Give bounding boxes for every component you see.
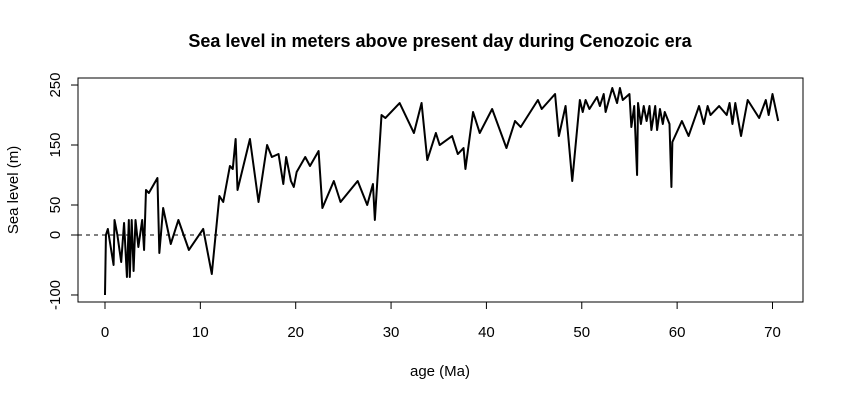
x-tick-label: 60: [669, 324, 686, 341]
x-tick-label: 10: [192, 324, 209, 341]
y-tick-label: -100: [47, 280, 64, 310]
x-tick-label: 50: [573, 324, 590, 341]
plot-frame: [77, 77, 804, 303]
x-axis-label: age (Ma): [410, 363, 470, 380]
x-tick-label: 0: [101, 324, 109, 341]
x-tick-label: 20: [287, 324, 304, 341]
x-tick-label: 70: [764, 324, 781, 341]
y-axis-label: Sea level (m): [5, 146, 22, 234]
chart-title: Sea level in meters above present day du…: [188, 31, 692, 51]
y-tick-label: 150: [47, 132, 64, 157]
x-tick-label: 30: [383, 324, 400, 341]
y-tick-label: 50: [47, 197, 64, 214]
x-tick-label: 40: [478, 324, 495, 341]
data-line: [103, 87, 780, 295]
y-tick-label: 0: [47, 231, 64, 239]
y-tick-label: 250: [47, 73, 64, 98]
